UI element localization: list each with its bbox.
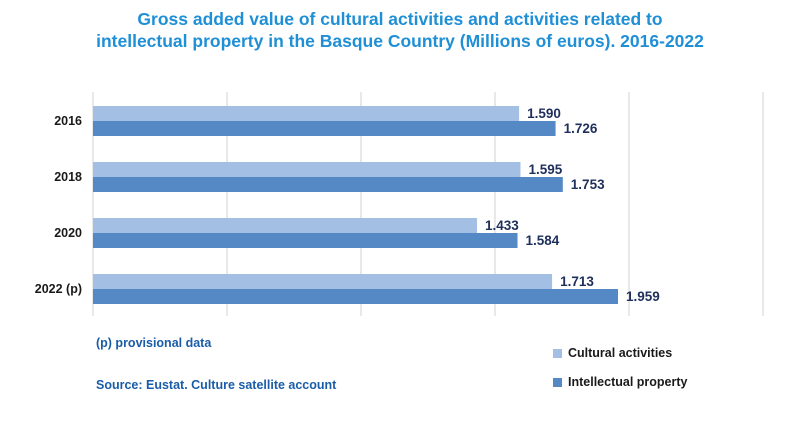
data-label-intellectual: 1.584 <box>526 233 560 248</box>
chart-title: Gross added value of cultural activities… <box>0 8 800 52</box>
bar-cultural <box>93 162 521 177</box>
chart-title-line-1: Gross added value of cultural activities… <box>137 9 663 29</box>
category-label: 2022 (p) <box>35 282 82 296</box>
bar-cultural <box>93 106 520 121</box>
bar-cultural <box>93 274 553 289</box>
data-label-intellectual: 1.726 <box>564 121 598 136</box>
provisional-note: (p) provisional data <box>96 336 212 350</box>
legend-label-cultural: Cultural activities <box>568 346 673 360</box>
category-label: 2018 <box>54 170 82 184</box>
data-label-intellectual: 1.753 <box>571 177 605 192</box>
bar-intellectual <box>93 177 563 192</box>
data-label-cultural: 1.590 <box>527 106 561 121</box>
bar-cultural <box>93 218 478 233</box>
legend-swatch-intellectual <box>553 377 562 387</box>
legend-item-intellectual: Intellectual property <box>553 375 687 389</box>
category-label: 2016 <box>54 114 82 128</box>
source-note: Source: Eustat. Culture satellite accoun… <box>96 378 337 392</box>
data-label-cultural: 1.433 <box>485 218 519 233</box>
legend-swatch-cultural <box>553 348 562 358</box>
legend-label-intellectual: Intellectual property <box>568 375 688 389</box>
category-labels: 2016 2018 2020 2022 (p) <box>35 114 82 296</box>
category-label: 2020 <box>54 226 82 240</box>
chart-title-line-2: intellectual property in the Basque Coun… <box>96 31 704 51</box>
data-label-intellectual: 1.959 <box>626 289 660 304</box>
data-label-cultural: 1.595 <box>528 162 562 177</box>
bar-intellectual <box>93 121 556 136</box>
bar-intellectual <box>93 289 619 304</box>
legend-item-cultural: Cultural activities <box>553 346 672 360</box>
bar-intellectual <box>93 233 518 248</box>
bars <box>93 106 619 304</box>
data-label-cultural: 1.713 <box>560 274 594 289</box>
